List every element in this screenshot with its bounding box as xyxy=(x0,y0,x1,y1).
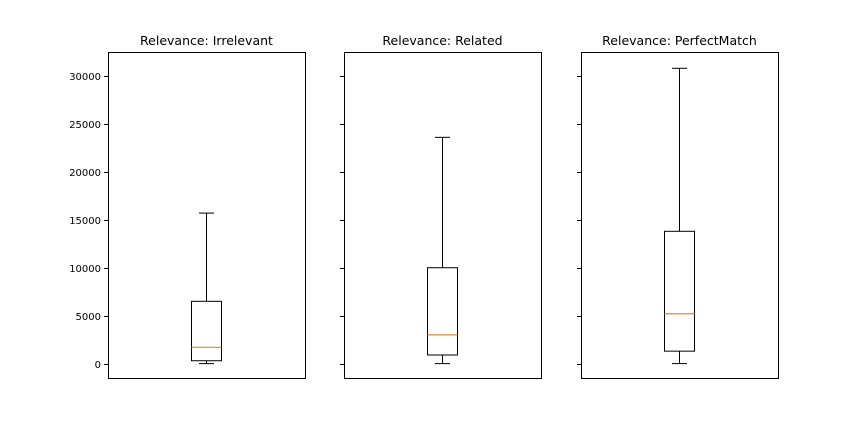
boxplot-panel-1: Relevance: Irrelevant 0 5000 10000 15000 2000… xyxy=(69,33,306,379)
panel-title: Relevance: Related xyxy=(382,33,502,48)
panel-title: Relevance: Irrelevant xyxy=(140,33,273,48)
axes-frame xyxy=(581,52,779,379)
panel-title: Relevance: PerfectMatch xyxy=(602,33,757,48)
y-tick-label: 30000 xyxy=(69,72,101,83)
y-tick-label: 5000 xyxy=(76,312,101,323)
axes-frame xyxy=(344,52,542,379)
y-tick-label: 20000 xyxy=(69,168,101,179)
y-tick-label: 25000 xyxy=(69,120,101,131)
iqr-box xyxy=(427,267,458,356)
boxplot-panel-2: Relevance: Related xyxy=(340,33,542,379)
y-tick-label: 15000 xyxy=(69,216,101,227)
boxplot-panel-3: Relevance: PerfectMatch xyxy=(577,33,779,379)
y-tick-label: 10000 xyxy=(69,264,101,275)
y-tick-label: 0 xyxy=(95,360,101,371)
iqr-box xyxy=(664,230,695,352)
axes-frame xyxy=(108,52,306,379)
iqr-box xyxy=(191,300,222,362)
